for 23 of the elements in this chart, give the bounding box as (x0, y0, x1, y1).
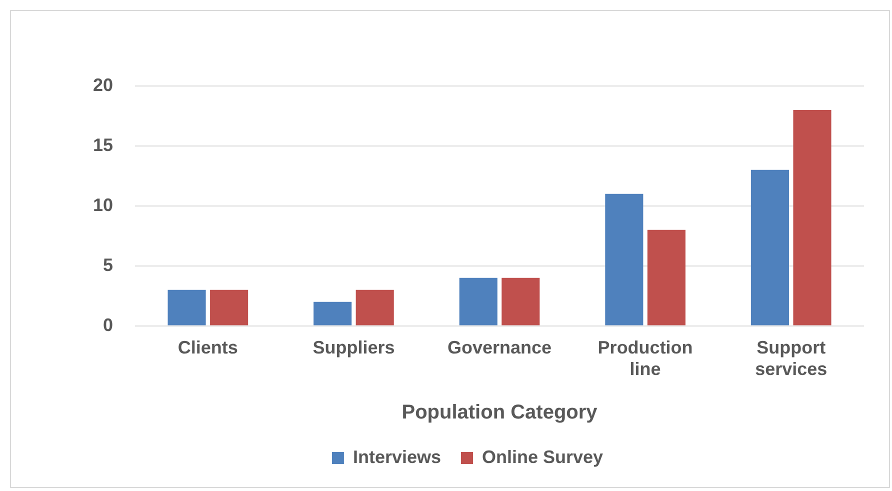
bar (605, 194, 644, 326)
x-axis-title: Population Category (402, 402, 598, 424)
y-tick-label: 15 (92, 134, 114, 155)
y-tick-label: 5 (103, 254, 114, 275)
bar (793, 110, 832, 326)
legend-label: Interviews (352, 446, 442, 467)
x-tick-label: Governance (447, 338, 552, 358)
bar (459, 278, 498, 326)
y-tick-label: 20 (92, 74, 114, 95)
bar (750, 170, 789, 326)
y-tick-label: 10 (92, 194, 114, 215)
bar (647, 230, 686, 326)
bar (210, 290, 248, 326)
bar (356, 290, 394, 326)
bar (314, 302, 352, 326)
x-tick-label: Suppliers (312, 338, 395, 358)
bar (502, 278, 540, 326)
y-tick-label: 0 (103, 314, 114, 335)
x-tick-label: Clients (178, 338, 238, 358)
legend-label: Online Survey (482, 446, 604, 467)
bar (168, 290, 206, 326)
x-tick-label: Support services (755, 338, 828, 380)
x-tick-label: Production line (598, 338, 693, 380)
